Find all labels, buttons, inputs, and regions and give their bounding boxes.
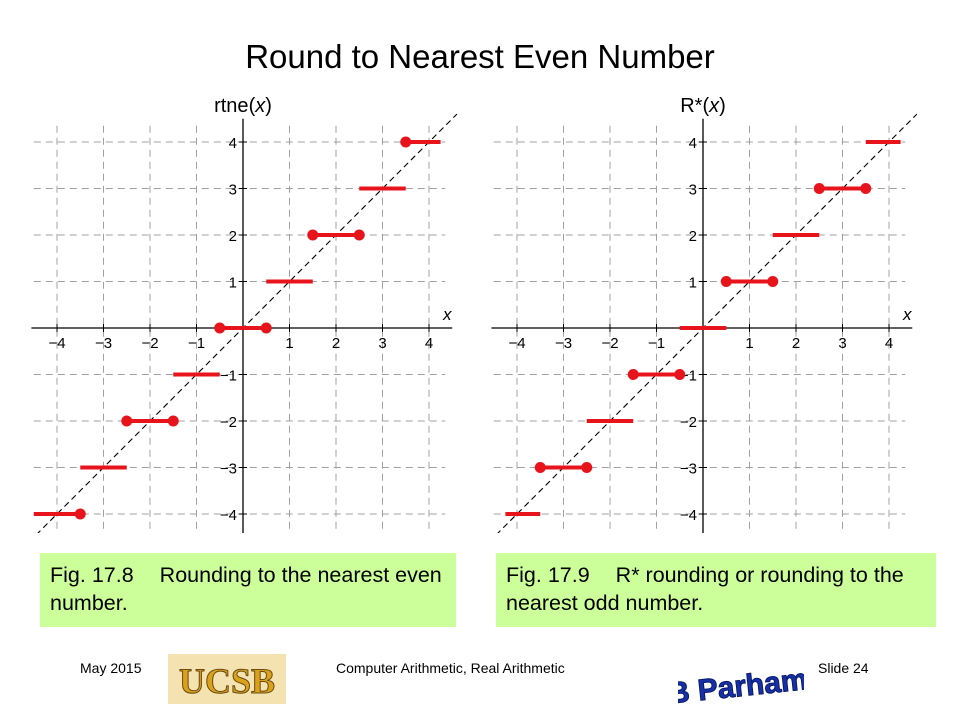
function-label: R*(x) <box>680 95 726 117</box>
slide-title: Round to Nearest Even Number <box>245 38 715 75</box>
x-tick-label: 4 <box>885 335 893 352</box>
closed-endpoint <box>581 462 593 473</box>
figure-caption-17-9: Fig. 17.9 R* rounding or rounding to the … <box>496 553 936 627</box>
y-tick-label: −4 <box>220 507 237 524</box>
closed-endpoint <box>353 229 365 241</box>
x-tick-label: −4 <box>508 335 525 352</box>
closed-endpoint <box>720 276 732 287</box>
y-tick-label: −4 <box>680 507 697 524</box>
y-tick-label: 4 <box>689 135 697 152</box>
ucsb-logo: UCSB <box>168 654 286 704</box>
caption-number: Fig. 17.8 <box>50 563 134 587</box>
closed-endpoint <box>307 229 319 241</box>
y-tick-label: −1 <box>220 368 237 385</box>
closed-endpoint <box>167 415 179 427</box>
closed-endpoint <box>674 369 686 380</box>
x-tick-label: 2 <box>332 335 340 352</box>
rtne-step-chart: −4 −3 −2 −1 1 2 3 4 4 3 2 1 −1 −2 −3 −4 rtne(x) x <box>31 95 458 533</box>
y-tick-label: 2 <box>229 228 237 245</box>
x-tick-label: −3 <box>555 335 572 352</box>
caption-text: Rounding to the nearest even number. <box>50 563 442 615</box>
x-tick-label: 1 <box>745 335 753 352</box>
x-tick-label: −1 <box>648 335 665 352</box>
closed-endpoint <box>214 322 226 334</box>
footer-date: May 2015 <box>80 660 142 676</box>
x-tick-label: 3 <box>378 335 386 352</box>
y-tick-label: −3 <box>680 461 697 478</box>
x-tick-label: −2 <box>601 335 618 352</box>
x-tick-label: −4 <box>48 335 65 352</box>
y-tick-label: −2 <box>680 414 697 431</box>
closed-endpoint <box>860 183 872 194</box>
closed-endpoint <box>260 322 272 334</box>
closed-endpoint <box>813 183 825 194</box>
x-tick-label: −3 <box>95 335 112 352</box>
closed-endpoint <box>74 508 86 520</box>
closed-endpoint <box>627 369 639 380</box>
author-logo: B Parhami <box>678 662 804 710</box>
closed-endpoint <box>400 136 412 148</box>
x-axis-label: x <box>442 305 452 324</box>
x-tick-label: −1 <box>188 335 205 352</box>
y-tick-label: 1 <box>689 275 697 292</box>
footer-course: Computer Arithmetic, Real Arithmetic <box>336 660 565 676</box>
x-tick-label: −2 <box>141 335 158 352</box>
svg-text:UCSB: UCSB <box>179 661 275 701</box>
function-label: rtne(x) <box>214 95 272 117</box>
closed-endpoint <box>767 276 779 287</box>
x-tick-label: 4 <box>425 335 433 352</box>
figure-caption-17-8: Fig. 17.8 Rounding to the nearest even nu… <box>40 553 456 627</box>
y-tick-label: 3 <box>689 182 697 199</box>
y-tick-label: −2 <box>220 414 237 431</box>
x-axis-label: x <box>902 305 912 324</box>
y-tick-label: 3 <box>229 182 237 199</box>
x-tick-label: 2 <box>792 335 800 352</box>
y-tick-label: 1 <box>229 275 237 292</box>
closed-endpoint <box>534 462 546 473</box>
y-tick-label: 2 <box>689 228 697 245</box>
caption-text: R* rounding or rounding to the nearest o… <box>506 563 904 615</box>
footer-slide-number: Slide 24 <box>818 660 869 676</box>
y-tick-label: 4 <box>229 135 237 152</box>
y-tick-label: −3 <box>220 461 237 478</box>
x-tick-label: 1 <box>285 335 293 352</box>
caption-number: Fig. 17.9 <box>506 563 590 587</box>
svg-text:B Parhami: B Parhami <box>678 662 804 710</box>
x-tick-label: 3 <box>838 335 846 352</box>
closed-endpoint <box>121 415 133 427</box>
